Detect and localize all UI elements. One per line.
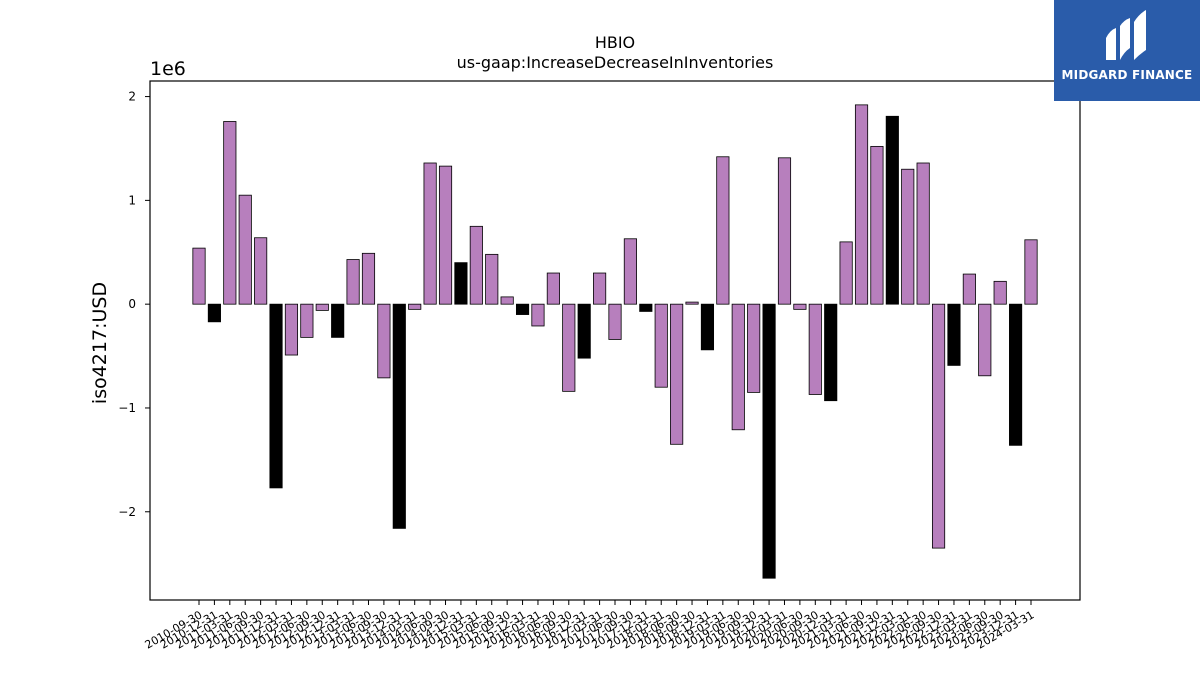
logo-mark-left: [1106, 28, 1116, 60]
bar: [901, 168, 915, 305]
bar: [223, 121, 237, 305]
chart-subtitle: us-gaap:IncreaseDecreaseInInventories: [457, 53, 774, 72]
chart-title: HBIO: [595, 33, 635, 52]
bar: [916, 162, 930, 305]
bar: [623, 238, 637, 305]
bar: [685, 301, 699, 305]
bar: [639, 303, 653, 312]
bar: [777, 157, 792, 305]
y-tick-label: 1: [128, 193, 136, 207]
y-tick-label: 2: [128, 90, 136, 104]
bar: [824, 303, 838, 402]
bar: [577, 303, 591, 359]
bar: [408, 303, 422, 310]
bar: [608, 303, 622, 340]
bar: [931, 303, 946, 549]
bar: [207, 303, 221, 323]
bar: [793, 303, 807, 310]
logo-mark-middle: [1120, 18, 1130, 60]
bar: [238, 194, 252, 305]
bar: [962, 273, 976, 305]
bar: [331, 303, 345, 338]
plot-frame: [149, 80, 1081, 601]
bar: [346, 259, 360, 305]
bar: [269, 303, 283, 489]
bar: [1024, 239, 1038, 305]
bar: [700, 303, 715, 351]
logo-background: [1054, 0, 1200, 101]
bar: [885, 115, 899, 305]
bar: [1009, 303, 1023, 446]
brand-logo: MIDGARD FINANCE: [1054, 0, 1200, 101]
bar: [438, 165, 453, 305]
bar: [377, 303, 391, 379]
bar: [716, 156, 730, 305]
y-tick-label: 0: [128, 297, 136, 311]
bar: [731, 303, 745, 431]
bar: [454, 262, 468, 305]
bar: [531, 303, 545, 327]
bar: [485, 253, 499, 305]
bar: [562, 303, 576, 392]
bar: [300, 303, 314, 338]
bar: [978, 303, 992, 377]
bar: [870, 145, 884, 305]
plot-area: −2−10122010-09-302010-12-312011-03-31201…: [118, 90, 1038, 652]
bar: [284, 303, 299, 356]
bar: [839, 241, 853, 305]
y-tick-label: −1: [118, 401, 136, 415]
bar: [593, 272, 607, 305]
bar: [546, 272, 560, 305]
y-tick-label: −2: [118, 505, 136, 519]
midgard-logo-icon: [1054, 0, 1200, 101]
bar: [423, 162, 437, 305]
bar: [808, 303, 822, 395]
bar: [315, 303, 329, 311]
bar: [515, 303, 530, 315]
bar: [254, 237, 268, 305]
bar: [747, 303, 761, 393]
logo-mark-right: [1134, 10, 1146, 60]
y-axis-offset-label: 1e6: [150, 58, 186, 80]
bar: [947, 303, 961, 366]
bar: [854, 104, 869, 305]
y-axis-label: iso4217:USD: [89, 282, 111, 404]
bar: [192, 247, 206, 305]
bar: [392, 303, 406, 529]
bar: [762, 303, 776, 579]
brand-name: MIDGARD FINANCE: [1061, 68, 1193, 82]
bar: [654, 303, 668, 388]
bar: [361, 252, 376, 305]
bar: [670, 303, 684, 445]
bar: [993, 280, 1007, 305]
bar: [469, 225, 483, 305]
bar: [500, 296, 514, 305]
